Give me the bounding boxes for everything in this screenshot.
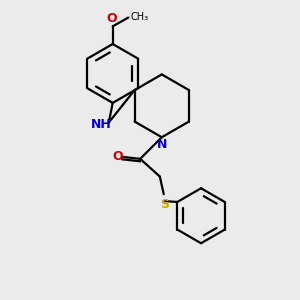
Text: N: N xyxy=(157,138,167,151)
Text: O: O xyxy=(112,150,123,164)
Text: NH: NH xyxy=(91,118,111,131)
Text: O: O xyxy=(106,12,117,26)
Text: CH₃: CH₃ xyxy=(130,11,148,22)
Text: S: S xyxy=(160,198,169,211)
